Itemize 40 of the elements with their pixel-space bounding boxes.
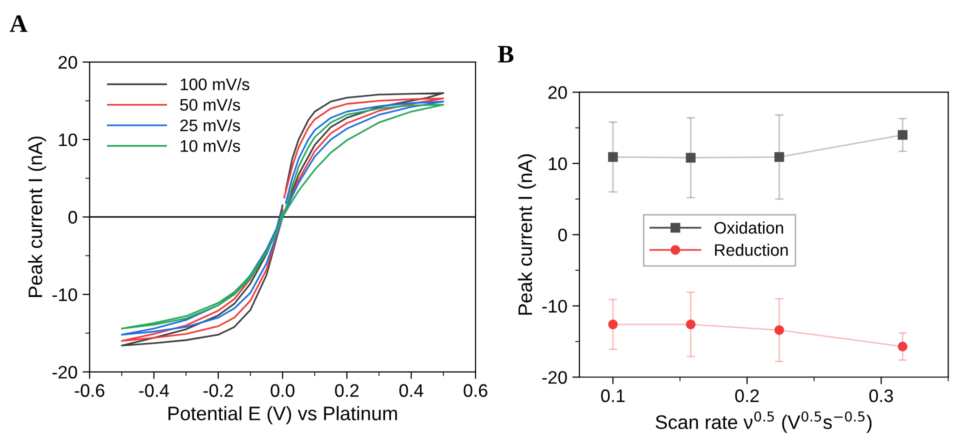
y-tick-label: 10 <box>548 157 567 170</box>
x-tick-label: 0.1 <box>601 389 625 402</box>
legend-label: 10 mV/s <box>180 140 240 152</box>
point <box>608 152 618 162</box>
x-tick-label: -0.2 <box>203 384 233 397</box>
chart-title: A <box>10 15 28 32</box>
legend-label: 25 mV/s <box>180 119 240 132</box>
x-tick-label: 0.4 <box>399 384 424 397</box>
point <box>608 320 618 330</box>
y-axis-title: Peak current I (nA) <box>28 136 46 297</box>
point <box>774 152 784 162</box>
x-axis-title: Scan rate ν$^{0.5}$ (V$^{0.5}$s$^{−0.5}$) <box>656 411 872 433</box>
legend-label: Reduction <box>715 244 788 256</box>
point <box>774 325 784 335</box>
y-tick-label: 10 <box>59 133 78 146</box>
y-tick-label: 20 <box>58 56 78 69</box>
x-tick-label: 0.0 <box>270 384 294 397</box>
x-tick-label: 0.2 <box>735 389 759 402</box>
x-axis-title: Potential E (V) vs Platinum <box>168 406 397 424</box>
point <box>898 130 908 140</box>
x-tick-label: 0.2 <box>335 384 359 397</box>
y-tick-label: -10 <box>542 300 567 313</box>
x-tick-label: -0.4 <box>139 384 169 397</box>
point <box>686 320 696 330</box>
point <box>898 342 908 352</box>
legend-label: 50 mV/s <box>180 98 240 111</box>
chart-title: B <box>498 46 514 62</box>
y-tick-label: -10 <box>52 288 78 302</box>
y-tick-label: 0 <box>68 210 78 224</box>
y-axis-title: Peak current I (nA) <box>518 154 536 315</box>
y-tick-label: 20 <box>548 86 567 99</box>
x-tick-label: 0.6 <box>464 384 488 397</box>
y-tick-label: -20 <box>52 366 78 379</box>
legend-label: 100 mV/s <box>180 78 250 90</box>
x-tick-label: 0.3 <box>869 389 893 402</box>
legend-label: Oxidation <box>714 222 784 234</box>
x-tick-label: -0.6 <box>74 384 104 397</box>
y-tick-label: -20 <box>542 371 567 384</box>
y-tick-label: 0 <box>558 228 567 242</box>
point <box>686 152 696 163</box>
